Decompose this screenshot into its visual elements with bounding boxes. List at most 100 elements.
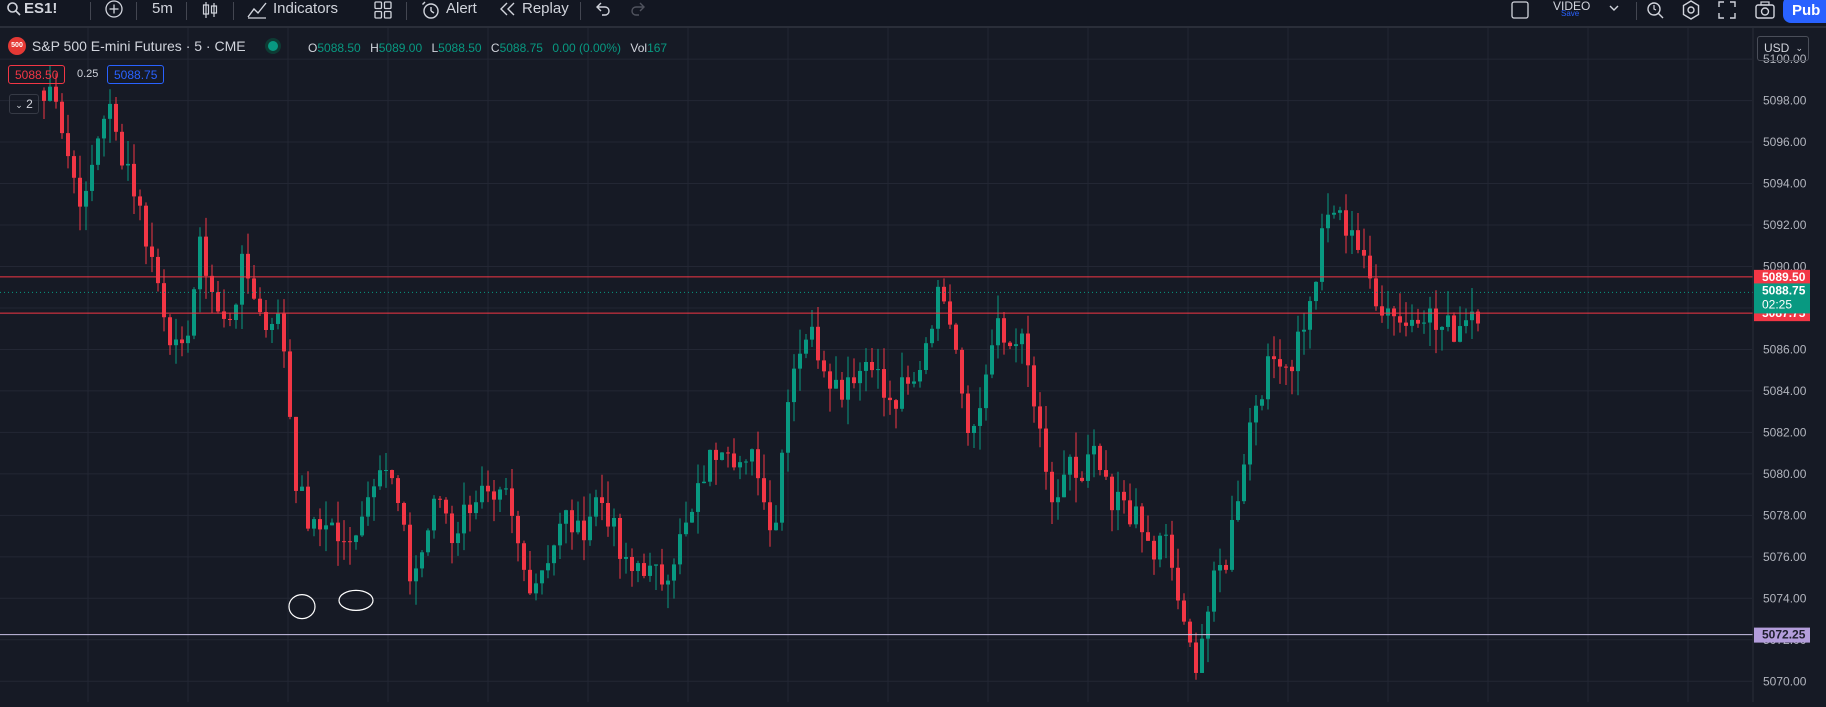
candle-body xyxy=(1284,366,1288,368)
layouts-grid-icon[interactable] xyxy=(374,1,392,21)
candle-body xyxy=(708,449,712,482)
candle-body xyxy=(858,370,862,384)
candle-body xyxy=(540,570,544,584)
chevron-down-icon[interactable] xyxy=(1608,3,1620,23)
fullscreen-icon[interactable] xyxy=(1718,1,1736,21)
fullscreen-checkbox-icon[interactable] xyxy=(1511,1,1529,21)
buy-price-button[interactable]: 5088.75 xyxy=(107,65,165,84)
price-tick-label: 5092.00 xyxy=(1763,218,1807,232)
candle-body xyxy=(1278,359,1282,367)
candle-body xyxy=(60,101,64,134)
candle-body xyxy=(732,453,736,468)
alert-button[interactable]: Alert xyxy=(446,0,477,17)
candle-body xyxy=(318,519,322,530)
candle-body xyxy=(684,522,688,535)
toolbar-divider xyxy=(233,2,234,20)
candle-body xyxy=(180,339,184,344)
candle-body xyxy=(1038,406,1042,429)
interval-button[interactable]: 5m xyxy=(152,0,173,17)
candle-body xyxy=(954,324,958,350)
replay-rewind-icon[interactable] xyxy=(500,2,516,22)
candle-body xyxy=(210,275,214,292)
candle-body xyxy=(54,86,58,102)
candle-body xyxy=(354,535,358,543)
compare-symbol-plus-icon[interactable] xyxy=(105,0,123,20)
indicators-collapse-toggle[interactable]: ⌄ 2 xyxy=(9,94,39,114)
camera-snapshot-icon[interactable] xyxy=(1755,1,1775,21)
candle-body xyxy=(1164,534,1168,536)
candle-body xyxy=(1254,405,1258,423)
candle-body xyxy=(222,311,226,319)
candle-body xyxy=(1170,534,1174,568)
candle-body xyxy=(1056,497,1060,503)
candle-body xyxy=(1242,464,1246,502)
candle-body xyxy=(726,452,730,454)
candle-body xyxy=(1050,471,1054,503)
candle-body xyxy=(444,499,448,514)
candle-body xyxy=(72,156,76,178)
candle-body xyxy=(1188,621,1192,643)
candle-body xyxy=(966,393,970,434)
publish-button[interactable]: Pub xyxy=(1783,0,1826,23)
candle-body xyxy=(642,563,646,576)
indicators-icon[interactable] xyxy=(247,1,267,21)
candle-body xyxy=(1410,319,1414,326)
candle-body xyxy=(438,498,442,500)
candle-body xyxy=(246,253,250,279)
candle-body xyxy=(510,488,514,516)
settings-gear-icon[interactable] xyxy=(1681,0,1701,20)
candlestick-series xyxy=(42,65,1480,680)
close-value: 5088.75 xyxy=(499,41,543,55)
candle-body xyxy=(1008,342,1012,347)
price-axis[interactable]: 5100.005098.005096.005094.005092.005090.… xyxy=(1752,28,1826,702)
currency-label: USD xyxy=(1764,41,1790,55)
candle-body xyxy=(1326,214,1330,229)
candle-body xyxy=(1224,565,1228,570)
candle-body xyxy=(912,381,916,384)
candle-body xyxy=(924,343,928,370)
candle-body xyxy=(1380,306,1384,316)
candle-body xyxy=(1332,212,1336,215)
candle-body xyxy=(1104,470,1108,477)
search-icon[interactable] xyxy=(6,1,22,21)
chart-pane[interactable]: 5100.00 5098.00 5096.00 5094.00 5092.00 5090.… xyxy=(0,28,1826,702)
undo-icon[interactable] xyxy=(594,2,610,22)
candle-body xyxy=(1344,210,1348,236)
candle-body xyxy=(1092,445,1096,455)
candle-body xyxy=(378,470,382,487)
sell-price-button[interactable]: 5088.50 xyxy=(8,65,66,84)
price-chart-canvas[interactable]: 5100.005098.005096.005094.005092.005090.… xyxy=(0,28,1826,702)
symbol-title[interactable]: S&P 500 E-mini Futures · 5 · CME xyxy=(31,38,246,55)
volume-key: Vol xyxy=(630,41,648,55)
indicators-button[interactable]: Indicators xyxy=(273,0,339,17)
chart-grid xyxy=(0,28,1752,702)
support-line-price-tag-background xyxy=(1754,627,1810,643)
candle-body xyxy=(372,486,376,498)
layout-save-status[interactable]: Save xyxy=(1561,9,1580,18)
candle-body xyxy=(636,563,640,572)
replay-button[interactable]: Replay xyxy=(522,0,569,17)
candle-body xyxy=(1062,474,1066,498)
price-tick-label: 5070.00 xyxy=(1763,674,1807,688)
candle-body xyxy=(828,371,832,389)
candle-body xyxy=(690,511,694,523)
horizontal-lines xyxy=(0,276,1753,636)
redo-icon[interactable] xyxy=(631,2,647,22)
currency-select[interactable]: USD ⌄ xyxy=(1757,36,1809,61)
candle-body xyxy=(1416,319,1420,324)
candle-body xyxy=(624,556,628,559)
open-value: 5088.50 xyxy=(317,41,361,55)
candle-body xyxy=(90,164,94,191)
candle-body xyxy=(162,283,166,318)
quick-search-icon[interactable] xyxy=(1646,1,1664,21)
candle-body xyxy=(204,236,208,276)
candle-body xyxy=(114,103,118,132)
candle-body xyxy=(234,304,238,321)
candle-body xyxy=(1296,331,1300,372)
layout-name[interactable]: VIDEO xyxy=(1553,0,1591,13)
candle-body xyxy=(660,564,664,585)
symbol-search-button[interactable]: ES1! xyxy=(24,0,58,17)
alarm-clock-icon[interactable] xyxy=(421,0,441,20)
price-tick-label: 5086.00 xyxy=(1763,342,1807,356)
candles-chart-type-icon[interactable] xyxy=(202,1,218,21)
